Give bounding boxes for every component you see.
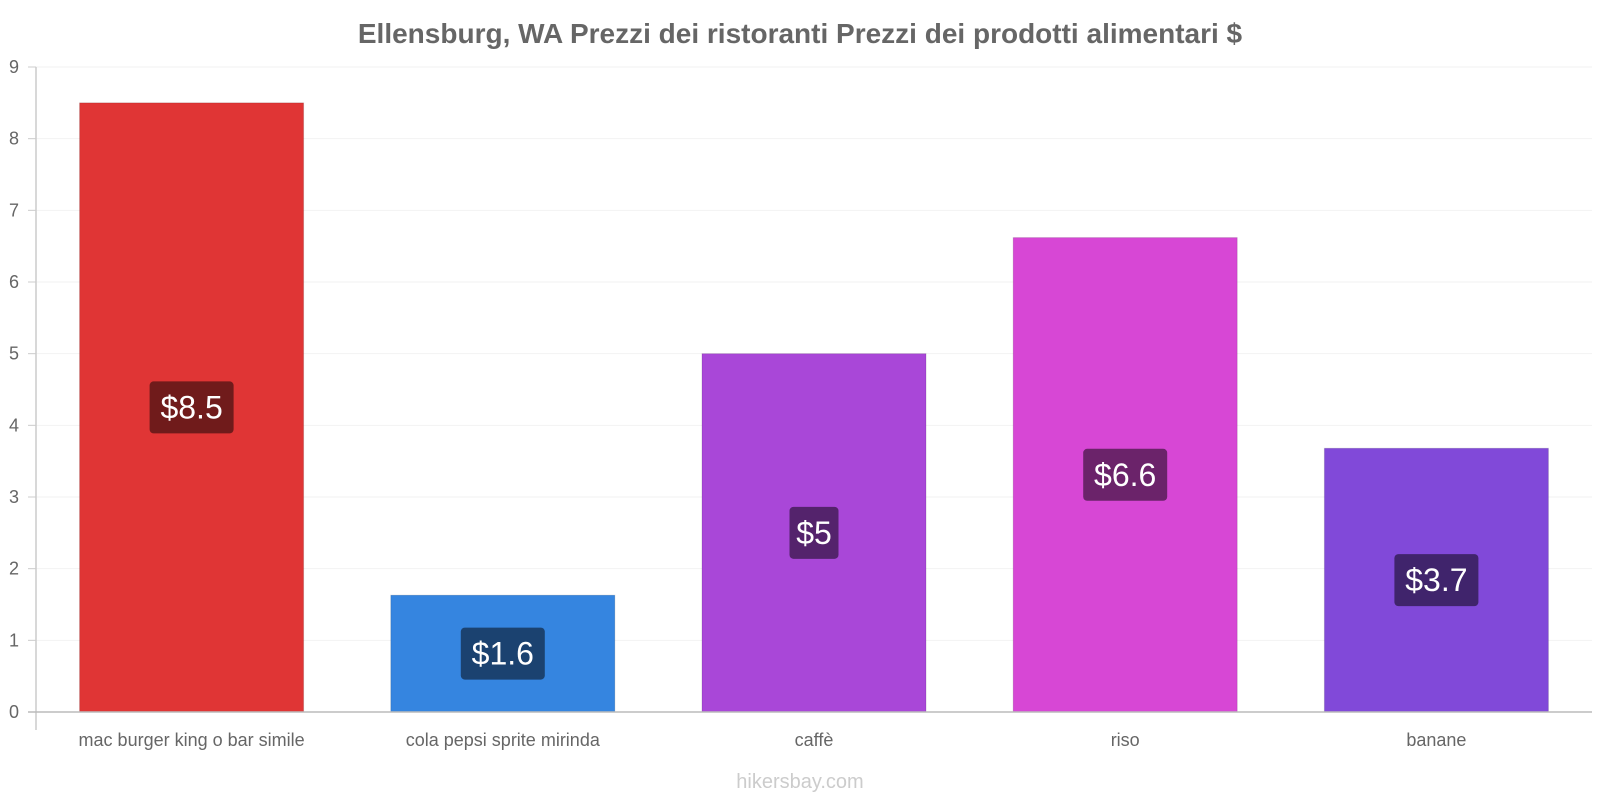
source-watermark: hikersbay.com <box>736 771 863 793</box>
category-label: banane <box>1406 730 1466 750</box>
axes <box>28 67 1592 730</box>
chart-title: Ellensburg, WA Prezzi dei ristoranti Pre… <box>358 18 1243 49</box>
y-tick-label: 9 <box>9 57 19 77</box>
value-label: $1.6 <box>472 636 534 672</box>
y-tick-label: 7 <box>9 200 19 220</box>
value-label-badge <box>149 381 234 434</box>
value-label-badge <box>1394 554 1479 607</box>
category-label: mac burger king o bar simile <box>79 730 305 750</box>
category-label: riso <box>1111 730 1140 750</box>
value-label: $8.5 <box>160 389 222 425</box>
y-tick-label: 2 <box>9 559 19 579</box>
category-labels: mac burger king o bar simile cola pepsi s… <box>79 730 1467 750</box>
y-tick-label: 8 <box>9 129 19 149</box>
y-axis-ticks: 0 1 2 3 4 5 6 7 8 9 <box>9 57 36 722</box>
value-label: $5 <box>796 515 832 551</box>
category-label: caffè <box>795 730 834 750</box>
y-tick-label: 3 <box>9 487 19 507</box>
value-label: $3.7 <box>1405 562 1467 598</box>
y-tick-label: 1 <box>9 630 19 650</box>
value-label: $6.6 <box>1094 457 1156 493</box>
value-label-badge <box>1083 448 1168 501</box>
value-label-badge <box>460 627 545 680</box>
y-tick-label: 0 <box>9 702 19 722</box>
bars <box>79 102 1549 713</box>
value-labels: $8.5 $1.6 $5 $6.6 $3.7 <box>149 381 1479 680</box>
value-label-badge <box>789 506 839 559</box>
y-tick-label: 4 <box>9 415 19 435</box>
y-tick-label: 5 <box>9 344 19 364</box>
y-tick-label: 6 <box>9 272 19 292</box>
category-label: cola pepsi sprite mirinda <box>406 730 601 750</box>
